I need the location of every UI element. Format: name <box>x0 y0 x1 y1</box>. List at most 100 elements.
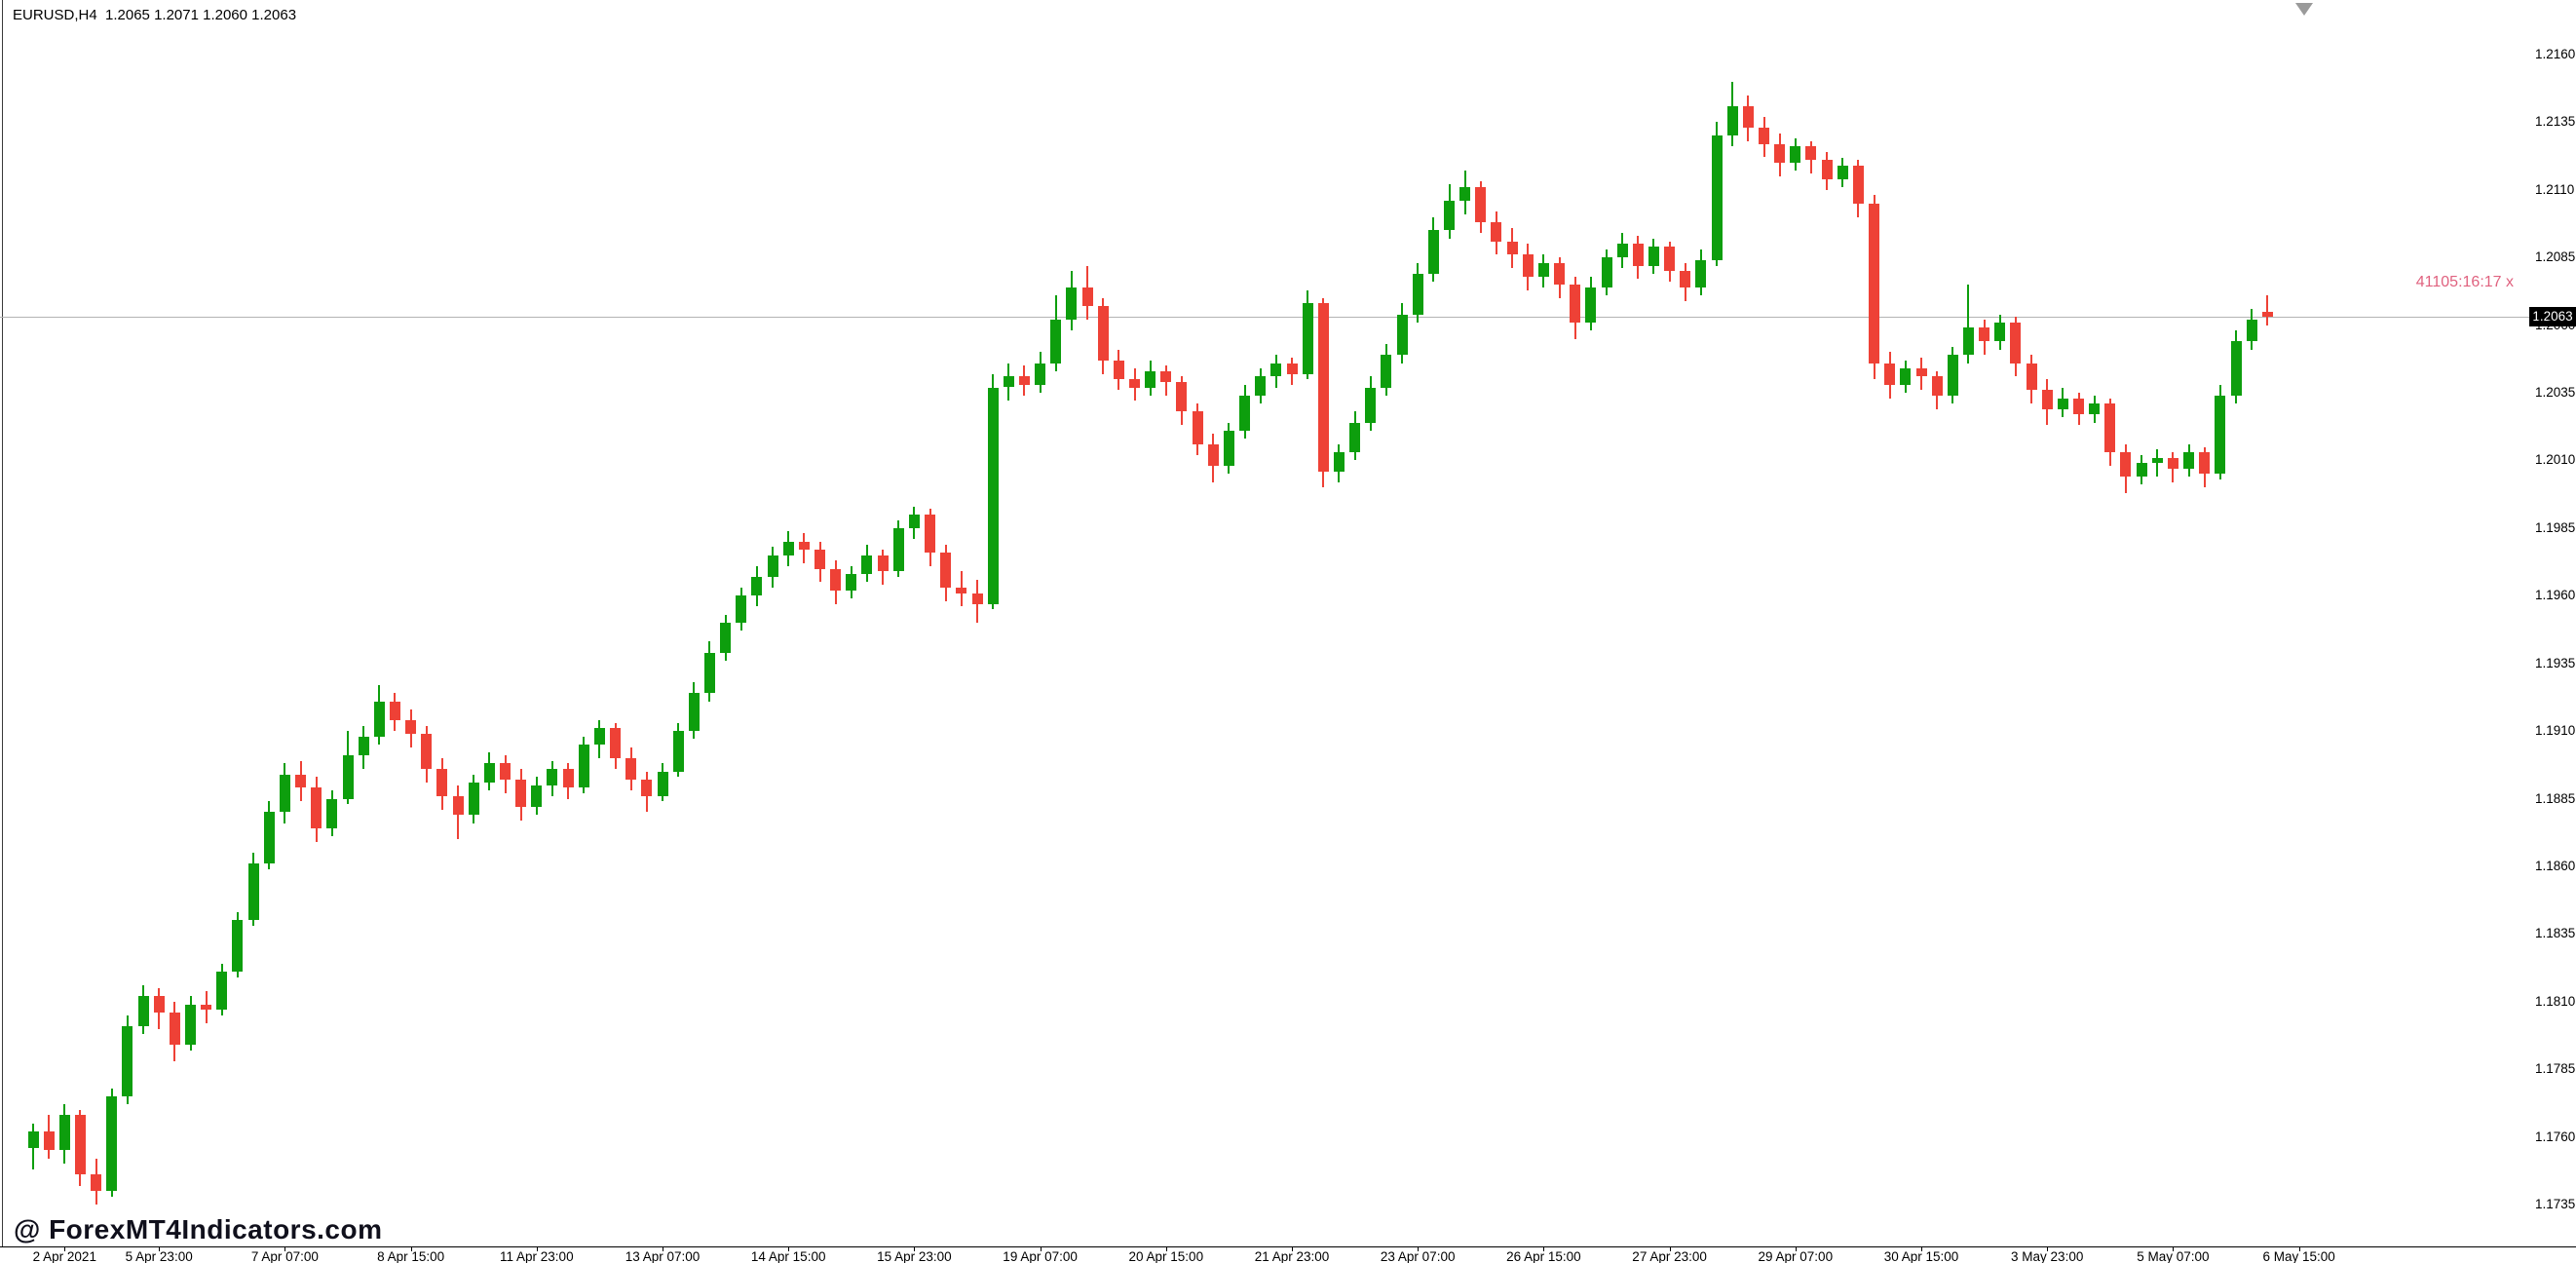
candle-up <box>1444 200 1455 231</box>
price-axis-label: 1.1985 <box>2535 519 2576 535</box>
candle-up <box>736 595 747 624</box>
candle-up <box>1255 376 1267 396</box>
candle-down <box>1081 287 1093 307</box>
time-axis-label: 8 Apr 15:00 <box>377 1249 445 1263</box>
price-axis-label: 1.1785 <box>2535 1061 2576 1077</box>
candle-down <box>971 593 983 604</box>
candle-down <box>1506 241 1518 255</box>
candle-down <box>153 996 165 1013</box>
time-axis-label: 26 Apr 15:00 <box>1506 1249 1581 1263</box>
candle-down <box>1759 127 1769 144</box>
candle-up <box>751 576 763 596</box>
candle-down <box>452 795 464 816</box>
price-axis-label: 1.1910 <box>2535 723 2576 739</box>
candle-down <box>1129 379 1140 388</box>
candle-up <box>1035 363 1046 385</box>
time-axis-tick <box>2298 1247 2300 1251</box>
candle-up <box>1223 430 1234 467</box>
time-axis-tick <box>1795 1247 1797 1251</box>
candle-up <box>782 541 794 555</box>
candle-down <box>1821 160 1833 179</box>
candle-down <box>2199 452 2211 475</box>
candle-up <box>58 1115 70 1151</box>
candle-down <box>421 733 433 769</box>
candle-up <box>1145 370 1156 388</box>
candle-down <box>1160 370 1172 382</box>
time-axis-label: 21 Apr 23:00 <box>1254 1249 1330 1263</box>
current-price-tag: 1.2063 <box>2529 307 2576 326</box>
candle-down <box>1176 381 1188 412</box>
candle-up <box>468 782 479 816</box>
candle-up <box>2183 452 2195 469</box>
candle-up <box>216 972 228 1011</box>
candle-up <box>861 555 873 575</box>
candle-up <box>1333 452 1345 472</box>
time-axis-label: 2 Apr 2021 <box>32 1249 96 1263</box>
candle-up <box>1302 303 1313 374</box>
time-axis-label: 23 Apr 07:00 <box>1380 1249 1456 1263</box>
candle-down <box>91 1174 102 1192</box>
candle-up <box>1585 287 1597 323</box>
candle-down <box>201 1004 212 1011</box>
candle-down <box>295 774 307 788</box>
candle-up <box>137 996 149 1026</box>
candle-up <box>1947 355 1958 396</box>
candle-up <box>892 527 904 572</box>
candle-down <box>1522 254 1534 277</box>
candle-up <box>1994 322 2006 342</box>
time-axis-label: 7 Apr 07:00 <box>250 1249 319 1263</box>
time-axis-tick <box>1921 1247 1922 1251</box>
candle-down <box>311 787 322 829</box>
candle-up <box>1900 368 1912 385</box>
candle-up <box>1427 230 1439 274</box>
candle-up <box>1003 376 1014 388</box>
candle-up <box>2136 463 2147 478</box>
candle-up <box>531 785 543 807</box>
candle-down <box>2104 403 2116 453</box>
candle-down <box>43 1131 55 1151</box>
candle-down <box>1664 247 1676 272</box>
candle-down <box>830 568 842 591</box>
candle-up <box>908 515 920 528</box>
candle-up <box>1349 422 1361 453</box>
candle-down <box>2026 363 2037 391</box>
candle-down <box>1207 443 1219 466</box>
price-axis-label: 1.1935 <box>2535 655 2576 670</box>
time-axis[interactable]: 2 Apr 2021 5 Apr 23:00 7 Apr 07:00 8 Apr 15… <box>0 1246 2576 1263</box>
candle-up <box>1365 387 1377 423</box>
candle-up <box>1616 244 1628 258</box>
candle-up <box>1837 165 1848 179</box>
price-axis-label: 1.2085 <box>2535 249 2576 265</box>
candle-up <box>1648 247 1659 266</box>
candle-down <box>1915 368 1927 377</box>
candle-down <box>2041 390 2053 409</box>
candle-up <box>720 623 732 653</box>
time-axis-label: 19 Apr 07:00 <box>1003 1249 1078 1263</box>
time-axis-label: 3 May 23:00 <box>2011 1249 2084 1263</box>
candle-up <box>27 1131 39 1148</box>
time-axis-label: 30 Apr 15:00 <box>1883 1249 1959 1263</box>
candle-up <box>232 920 244 973</box>
time-axis-label: 13 Apr 07:00 <box>625 1249 701 1263</box>
candle-up <box>1459 187 1471 201</box>
chart-plot-area[interactable]: 41105:16:17 x @ ForexMT4Indicators.com <box>0 0 2529 1246</box>
candle-down <box>1979 327 1990 342</box>
candle-down <box>1018 376 1030 385</box>
time-axis-tick <box>284 1247 286 1251</box>
candle-up <box>1537 262 1549 277</box>
candle-down <box>877 555 889 572</box>
price-axis[interactable]: 1.2063 1.2160 1.2135 1.2110 1.2085 1.2060 1.2… <box>2529 0 2576 1246</box>
candle-down <box>74 1115 86 1175</box>
candle-up <box>1270 363 1282 377</box>
candle-down <box>2073 398 2084 415</box>
chart-shift-marker-icon[interactable] <box>2294 3 2313 16</box>
candle-up <box>1711 135 1723 260</box>
candle-up <box>1066 287 1078 321</box>
price-axis-label: 1.2135 <box>2535 114 2576 130</box>
candle-up <box>373 701 385 737</box>
price-axis-label: 1.1735 <box>2535 1197 2576 1211</box>
time-axis-tick <box>536 1247 538 1251</box>
current-price-line <box>0 317 2529 318</box>
price-axis-label: 1.1860 <box>2535 858 2576 873</box>
